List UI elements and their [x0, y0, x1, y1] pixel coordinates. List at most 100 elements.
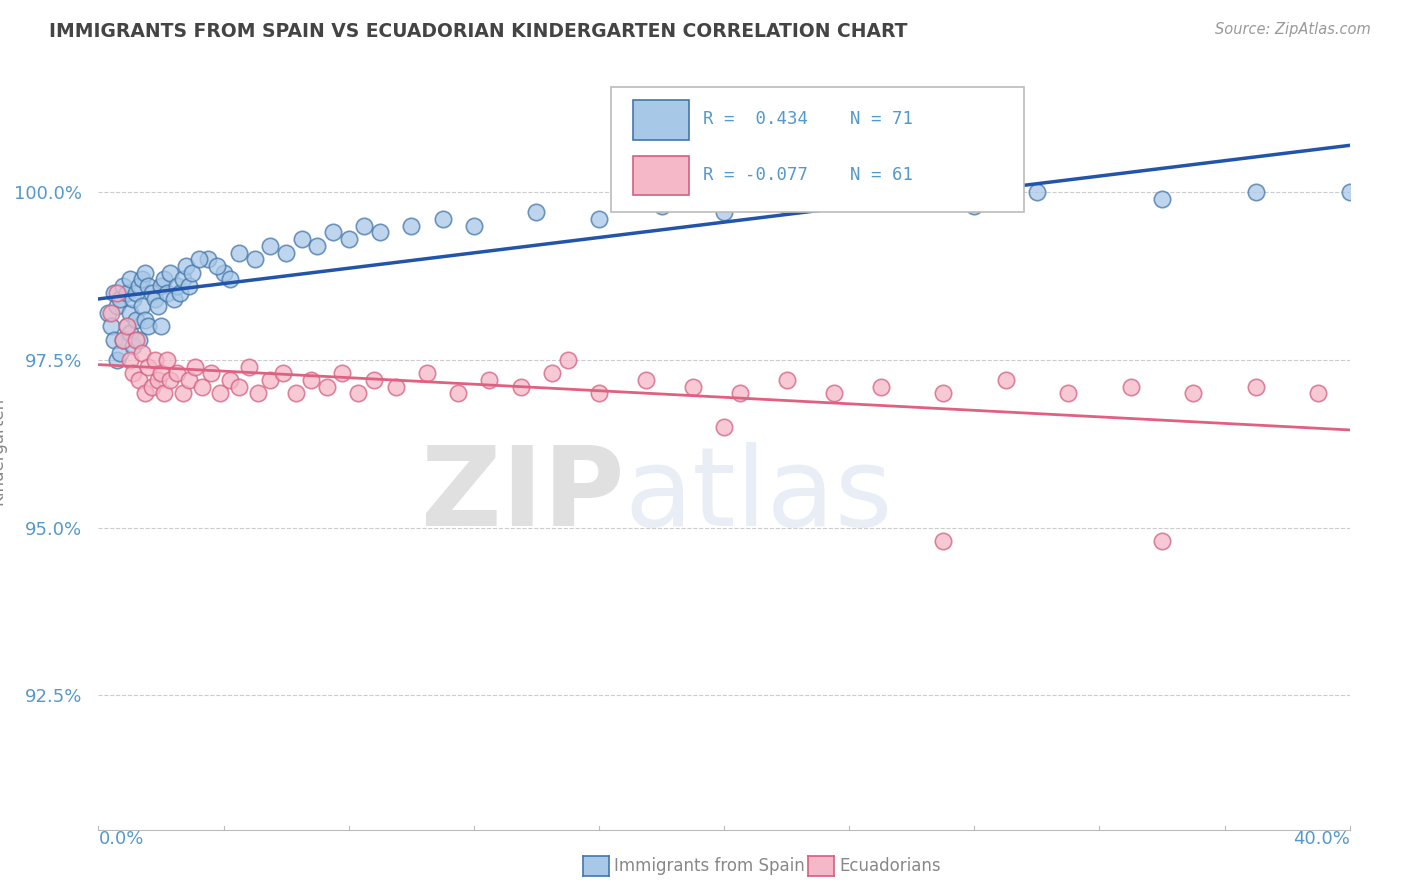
Point [138, 279, 160, 293]
Point [141, 380, 163, 394]
Text: R = -0.077    N = 61: R = -0.077 N = 61 [703, 166, 912, 185]
Point [105, 285, 128, 300]
Point [650, 198, 672, 212]
Point [156, 285, 179, 300]
Point [112, 333, 135, 347]
Point [103, 333, 125, 347]
Point [143, 293, 166, 307]
Point [447, 386, 470, 401]
Point [416, 366, 439, 380]
Point [110, 293, 132, 307]
Point [259, 373, 281, 387]
Point [166, 279, 188, 293]
Point [166, 366, 188, 380]
Point [463, 219, 485, 233]
Point [1339, 185, 1361, 199]
Point [150, 279, 173, 293]
Point [103, 285, 125, 300]
Point [368, 226, 391, 240]
Point [588, 211, 610, 226]
Point [110, 346, 132, 360]
Point [291, 232, 314, 246]
Point [172, 272, 194, 286]
Point [347, 386, 370, 401]
Point [100, 319, 122, 334]
Point [115, 319, 138, 334]
Text: Immigrants from Spain: Immigrants from Spain [614, 857, 806, 875]
Point [153, 272, 176, 286]
Point [932, 386, 955, 401]
Point [363, 373, 385, 387]
Point [271, 366, 294, 380]
Point [97, 306, 120, 320]
Point [823, 386, 845, 401]
FancyBboxPatch shape [612, 87, 1025, 211]
Point [1244, 380, 1267, 394]
Point [146, 373, 169, 387]
Point [228, 380, 250, 394]
Point [869, 380, 891, 394]
Point [243, 252, 266, 267]
Text: ZIP: ZIP [420, 442, 624, 549]
Text: Source: ZipAtlas.com: Source: ZipAtlas.com [1215, 22, 1371, 37]
FancyBboxPatch shape [633, 155, 689, 195]
Point [246, 386, 269, 401]
Point [187, 252, 209, 267]
Point [172, 386, 194, 401]
Point [1244, 185, 1267, 199]
Point [159, 266, 181, 280]
Point [526, 205, 548, 219]
Point [121, 366, 143, 380]
Point [238, 359, 260, 374]
Point [259, 239, 281, 253]
Text: IMMIGRANTS FROM SPAIN VS ECUADORIAN KINDERGARTEN CORRELATION CHART: IMMIGRANTS FROM SPAIN VS ECUADORIAN KIND… [49, 22, 908, 41]
Point [169, 285, 191, 300]
Point [728, 386, 751, 401]
Point [184, 359, 207, 374]
Point [131, 272, 153, 286]
Point [307, 239, 329, 253]
Point [159, 373, 181, 387]
Point [315, 380, 337, 394]
Point [146, 299, 169, 313]
Point [115, 319, 138, 334]
Point [134, 312, 156, 326]
Text: atlas: atlas [624, 442, 893, 549]
Point [118, 326, 141, 340]
Text: R =  0.434    N = 71: R = 0.434 N = 71 [703, 110, 912, 128]
Point [174, 259, 197, 273]
Point [713, 420, 735, 434]
Point [557, 352, 579, 367]
Point [634, 373, 657, 387]
Point [1150, 534, 1173, 549]
Point [509, 380, 531, 394]
Point [384, 380, 406, 394]
Point [337, 232, 360, 246]
Point [1150, 192, 1173, 206]
Point [478, 373, 501, 387]
Point [121, 339, 143, 353]
FancyBboxPatch shape [633, 100, 689, 140]
Point [128, 333, 150, 347]
Point [432, 211, 454, 226]
Point [150, 366, 173, 380]
Point [228, 245, 250, 260]
Point [128, 373, 150, 387]
Point [138, 359, 160, 374]
Point [128, 279, 150, 293]
Point [150, 319, 173, 334]
Point [682, 380, 704, 394]
Point [1308, 386, 1330, 401]
Point [134, 266, 156, 280]
Point [143, 352, 166, 367]
Point [100, 306, 122, 320]
Point [131, 299, 153, 313]
Text: 40.0%: 40.0% [1294, 830, 1350, 847]
Point [401, 219, 423, 233]
Point [218, 373, 240, 387]
Point [1057, 386, 1080, 401]
Point [131, 346, 153, 360]
Point [209, 386, 232, 401]
Text: 0.0%: 0.0% [98, 830, 143, 847]
Point [869, 192, 891, 206]
